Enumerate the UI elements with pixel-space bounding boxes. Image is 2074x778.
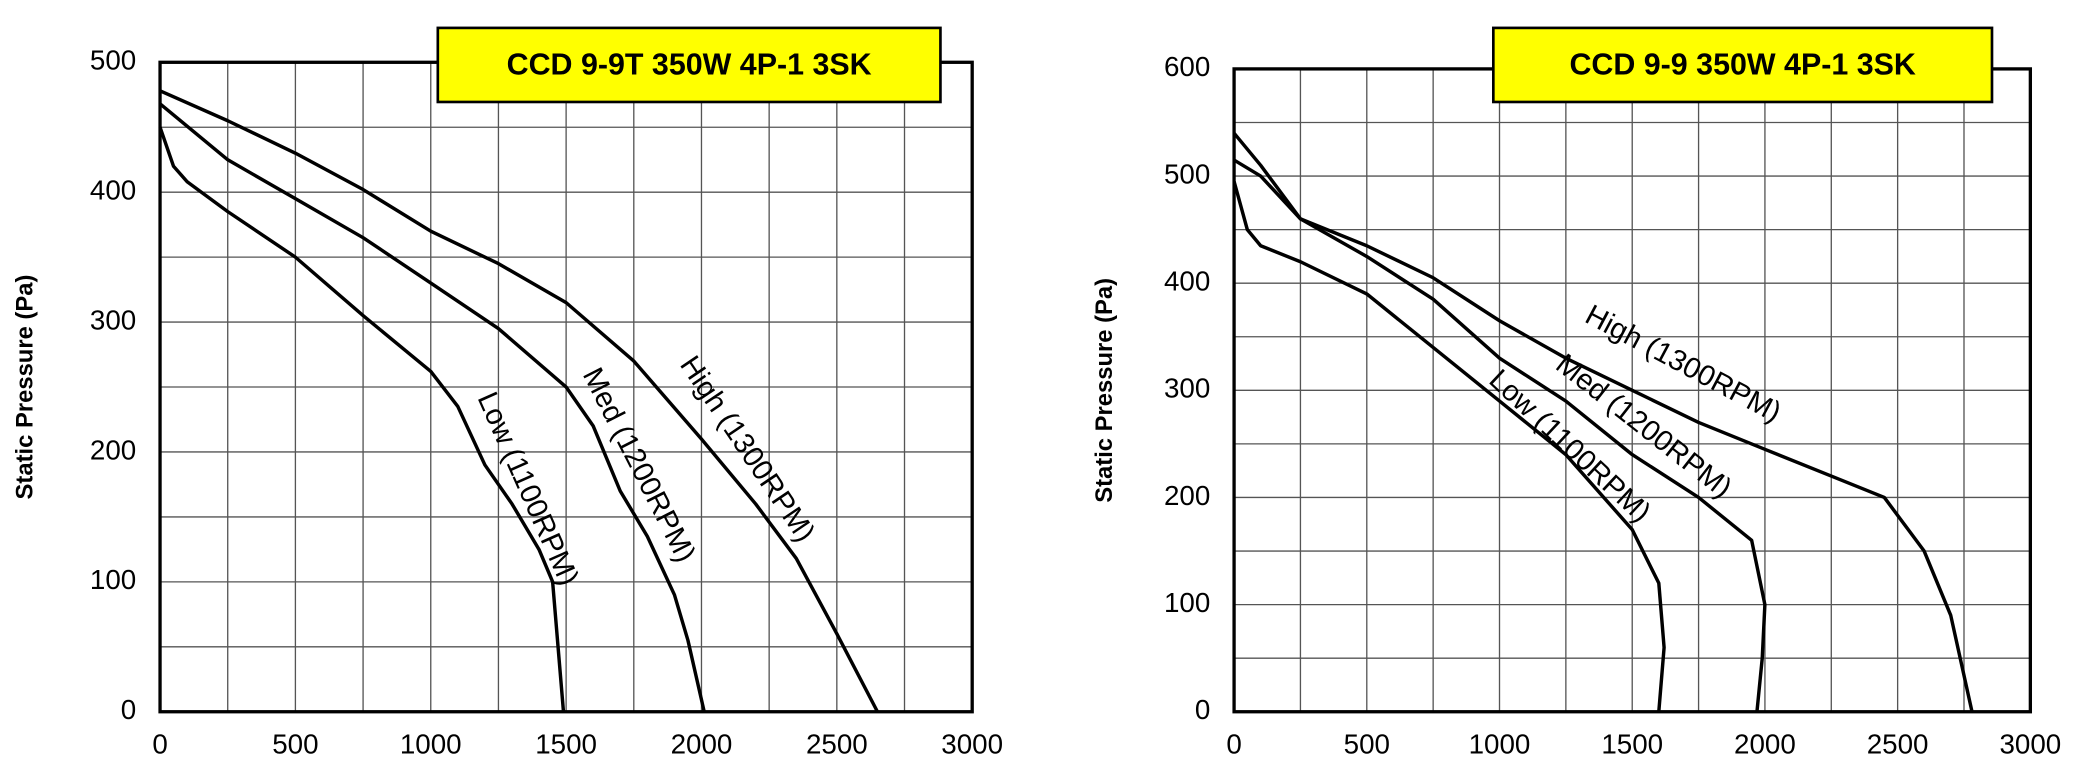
- y-tick-label: 300: [1164, 373, 1210, 404]
- curve-label: High (1300RPM): [673, 350, 821, 547]
- curve-label: Med (1200RPM): [576, 363, 701, 568]
- chart-title: CCD 9-9T 350W 4P-1 3SK: [507, 47, 872, 81]
- x-tick-label: 3000: [941, 728, 1003, 759]
- y-tick-label: 0: [121, 694, 136, 725]
- x-tick-label: 1000: [1469, 728, 1531, 759]
- series-line: [1232, 181, 1666, 712]
- y-tick-label: 600: [1164, 51, 1210, 82]
- series-line: [158, 102, 706, 713]
- x-tick-label: 2500: [806, 728, 868, 759]
- curve-label: Low (1100RPM): [471, 388, 585, 591]
- x-tick-label: 0: [1226, 728, 1241, 759]
- series-line: [158, 126, 566, 712]
- y-tick-label: 500: [90, 45, 136, 76]
- x-tick-label: 500: [1344, 728, 1390, 759]
- x-tick-label: 3000: [1999, 728, 2061, 759]
- x-tick-label: 2000: [1734, 728, 1796, 759]
- series-line: [159, 89, 880, 713]
- y-axis-label: Static Pressure (Pa): [1091, 278, 1118, 503]
- series-line: [1232, 132, 1974, 713]
- y-axis-label: Static Pressure (Pa): [12, 275, 39, 500]
- title-box: [1492, 26, 1994, 104]
- x-tick-label: 1500: [1601, 728, 1663, 759]
- y-tick-label: 400: [90, 175, 136, 206]
- y-tick-label: 400: [1164, 266, 1210, 297]
- title-box: [436, 26, 942, 104]
- x-tick-label: 2000: [671, 728, 733, 759]
- y-tick-label: 100: [1164, 587, 1210, 618]
- y-tick-label: 500: [1164, 158, 1210, 189]
- y-tick-label: 200: [90, 434, 136, 465]
- x-tick-label: 1500: [535, 728, 597, 759]
- y-tick-label: 0: [1195, 694, 1210, 725]
- x-tick-label: 2500: [1867, 728, 1929, 759]
- chart-title: CCD 9-9 350W 4P-1 3SK: [1569, 47, 1915, 81]
- y-tick-label: 300: [90, 304, 136, 335]
- x-tick-label: 0: [152, 728, 167, 759]
- y-tick-label: 200: [1164, 480, 1210, 511]
- y-tick-label: 100: [90, 564, 136, 595]
- x-tick-label: 1000: [400, 728, 462, 759]
- x-tick-label: 500: [272, 728, 318, 759]
